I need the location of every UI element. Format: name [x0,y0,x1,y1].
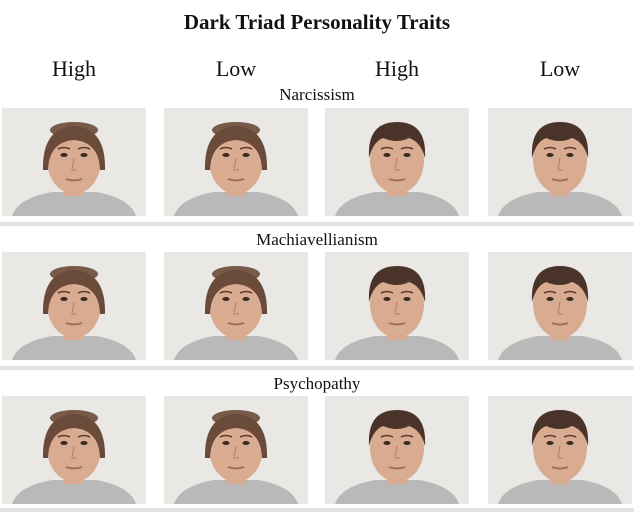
face-photo-1-3 [325,108,469,216]
face-photo-2-4 [488,252,632,360]
face-photo-3-4 [488,396,632,504]
face-photo-2-2 [164,252,308,360]
figure-title: Dark Triad Personality Traits [183,10,451,34]
column-header-2: Low [215,56,257,81]
face-photo-1-2 [164,108,308,216]
column-header-4: Low [539,56,581,81]
row-label-machiavellianism: Machiavellianism [256,230,378,249]
column-header-3: High [375,56,419,81]
row-label-psychopathy: Psychopathy [273,374,361,393]
face-photo-3-1 [2,396,146,504]
row-divider [0,222,634,226]
row-label-narcissism: Narcissism [279,85,355,104]
row-divider [0,508,634,512]
face-photo-3-2 [164,396,308,504]
face-photo-2-3 [325,252,469,360]
face-photo-2-1 [2,252,146,360]
row-divider [0,366,634,370]
face-photo-3-3 [325,396,469,504]
column-header-1: High [52,56,96,81]
face-photo-1-1 [2,108,146,216]
face-photo-1-4 [488,108,632,216]
